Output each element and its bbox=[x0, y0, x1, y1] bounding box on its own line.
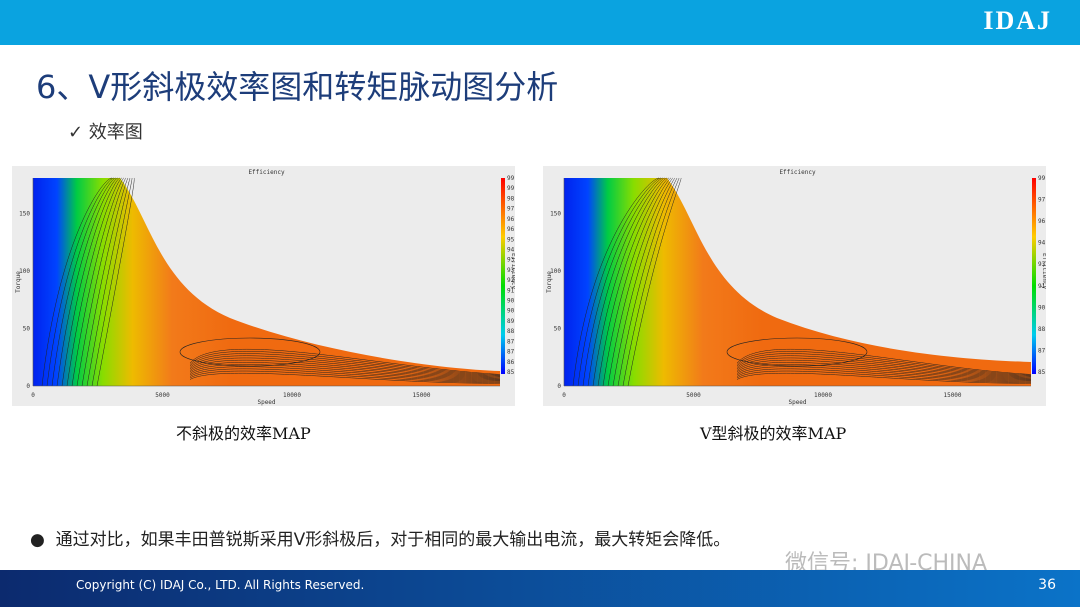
contour-line bbox=[179, 337, 321, 367]
contour-line bbox=[41, 177, 501, 387]
colorbar-tick-label: 88.5 bbox=[1038, 326, 1046, 333]
contour-line bbox=[56, 177, 501, 387]
slide-title: 6、V形斜极效率图和转矩脉动图分析 bbox=[36, 68, 559, 106]
top-bar: IDAJ bbox=[0, 0, 1080, 45]
y-tick-label: 0 bbox=[557, 383, 561, 390]
colorbar-tick-label: 96 bbox=[507, 226, 515, 233]
colorbar-label: Efficiency bbox=[510, 253, 515, 290]
contour-line bbox=[46, 177, 501, 387]
y-axis-label: Torque bbox=[546, 271, 553, 293]
map-title: Efficiency bbox=[248, 169, 285, 176]
contour-line bbox=[577, 177, 1032, 387]
colorbar-tick-label: 99.75 bbox=[507, 175, 515, 182]
efficiency-map: Efficiency Speed Torque 0 5000 10000 15000 0 50 1… bbox=[15, 169, 525, 406]
contour-line bbox=[607, 177, 1032, 387]
figure: Efficiency Speed Torque 0 5000 10000 15000 0 50 1… bbox=[543, 166, 1053, 406]
colorbar-tick-label: 89.25 bbox=[507, 318, 515, 325]
colorbar-tick-label: 87 bbox=[507, 349, 515, 356]
copyright: Copyright (C) IDAJ Co., LTD. All Rights … bbox=[76, 578, 365, 592]
colorbar-tick-label: 98.25 bbox=[507, 195, 515, 202]
colorbar-tick-label: 99 bbox=[1038, 175, 1046, 182]
colorbar-tick-label: 86.25 bbox=[507, 359, 515, 366]
contour-line bbox=[76, 177, 501, 387]
map-area bbox=[33, 178, 500, 386]
colorbar-tick-label: 99 bbox=[507, 185, 515, 192]
x-axis-label: Speed bbox=[788, 399, 806, 406]
colorbar-tick-label: 97.5 bbox=[1038, 197, 1046, 204]
colorbar-tick-label: 96 bbox=[1038, 218, 1046, 225]
x-tick-label: 10000 bbox=[814, 392, 832, 399]
colorbar-tick-label: 93 bbox=[507, 267, 515, 274]
colorbar-tick-label: 87 bbox=[1038, 347, 1046, 354]
contour-line bbox=[587, 177, 1032, 387]
caption: 不斜极的效率MAP bbox=[176, 424, 311, 443]
colorbar-tick-label: 90 bbox=[1038, 304, 1046, 311]
x-tick-label: 5000 bbox=[155, 392, 170, 399]
colorbar-tick-label: 85.5 bbox=[507, 369, 515, 376]
contour-line bbox=[622, 177, 1032, 387]
contour-line bbox=[582, 177, 1032, 387]
x-tick-label: 0 bbox=[562, 392, 566, 399]
subtitle: ✓ 效率图 bbox=[68, 122, 143, 143]
x-tick-label: 5000 bbox=[686, 392, 701, 399]
colorbar-label: Efficiency bbox=[1041, 253, 1046, 290]
colorbar-tick-label: 94.5 bbox=[1038, 240, 1046, 247]
colorbar bbox=[1032, 178, 1036, 374]
page-number: 36 bbox=[1038, 577, 1056, 593]
note-text: 通过对比，如果丰田普锐斯采用V形斜极后，对于相同的最大输出电流，最大转矩会降低。 bbox=[55, 530, 731, 550]
colorbar-tick-label: 85.5 bbox=[1038, 369, 1046, 376]
caption: V型斜极的效率MAP bbox=[700, 424, 847, 443]
map-area bbox=[564, 178, 1031, 386]
bullet-note: ● 通过对比，如果丰田普锐斯采用V形斜极后，对于相同的最大输出电流，最大转矩会降… bbox=[30, 530, 731, 550]
contour-line bbox=[66, 177, 501, 387]
y-tick-label: 50 bbox=[23, 326, 31, 333]
colorbar-tick-label: 94.5 bbox=[507, 246, 515, 253]
y-axis-label: Torque bbox=[15, 271, 22, 293]
contour-line bbox=[51, 177, 501, 387]
contour-line bbox=[597, 177, 1032, 387]
colorbar-tick-label: 88.5 bbox=[507, 328, 515, 335]
x-tick-label: 15000 bbox=[412, 392, 430, 399]
x-axis-label: Speed bbox=[257, 399, 275, 406]
contour-line bbox=[617, 177, 1032, 387]
y-tick-label: 150 bbox=[550, 211, 561, 218]
map-title: Efficiency bbox=[779, 169, 816, 176]
y-tick-label: 50 bbox=[554, 326, 562, 333]
contour-line bbox=[61, 177, 501, 387]
logo: IDAJ bbox=[983, 6, 1052, 35]
x-tick-label: 0 bbox=[31, 392, 35, 399]
colorbar-tick-label: 87.75 bbox=[507, 338, 515, 345]
contour-line bbox=[572, 177, 1032, 387]
colorbar-tick-label: 90.75 bbox=[507, 298, 515, 305]
colorbar-tick-label: 96.75 bbox=[507, 216, 515, 223]
contour-line bbox=[81, 177, 501, 387]
x-tick-label: 15000 bbox=[943, 392, 961, 399]
colorbar-tick-label: 95.25 bbox=[507, 236, 515, 243]
figure: Efficiency Speed Torque 0 5000 10000 15000 0 50 1… bbox=[12, 166, 525, 406]
x-tick-label: 10000 bbox=[283, 392, 301, 399]
colorbar-tick-label: 93 bbox=[1038, 261, 1046, 268]
contour-line bbox=[592, 177, 1032, 387]
y-tick-label: 100 bbox=[550, 268, 561, 275]
contour-line bbox=[726, 337, 868, 367]
y-tick-label: 150 bbox=[19, 211, 30, 218]
contour-line bbox=[96, 177, 501, 387]
contour-line bbox=[612, 177, 1032, 387]
contour-line bbox=[627, 177, 1032, 387]
colorbar-tick-label: 91.5 bbox=[507, 287, 515, 294]
colorbar bbox=[501, 178, 505, 374]
contour-line bbox=[86, 177, 501, 387]
y-tick-label: 100 bbox=[19, 268, 30, 275]
y-tick-label: 0 bbox=[26, 383, 30, 390]
contour-line bbox=[91, 177, 501, 387]
footer: Copyright (C) IDAJ Co., LTD. All Rights … bbox=[0, 570, 1080, 607]
efficiency-map: Efficiency Speed Torque 0 5000 10000 15000 0 50 1… bbox=[546, 169, 1053, 406]
colorbar-tick-label: 90 bbox=[507, 308, 515, 315]
colorbar-tick-label: 91.5 bbox=[1038, 283, 1046, 290]
colorbar-tick-label: 97.5 bbox=[507, 206, 515, 213]
